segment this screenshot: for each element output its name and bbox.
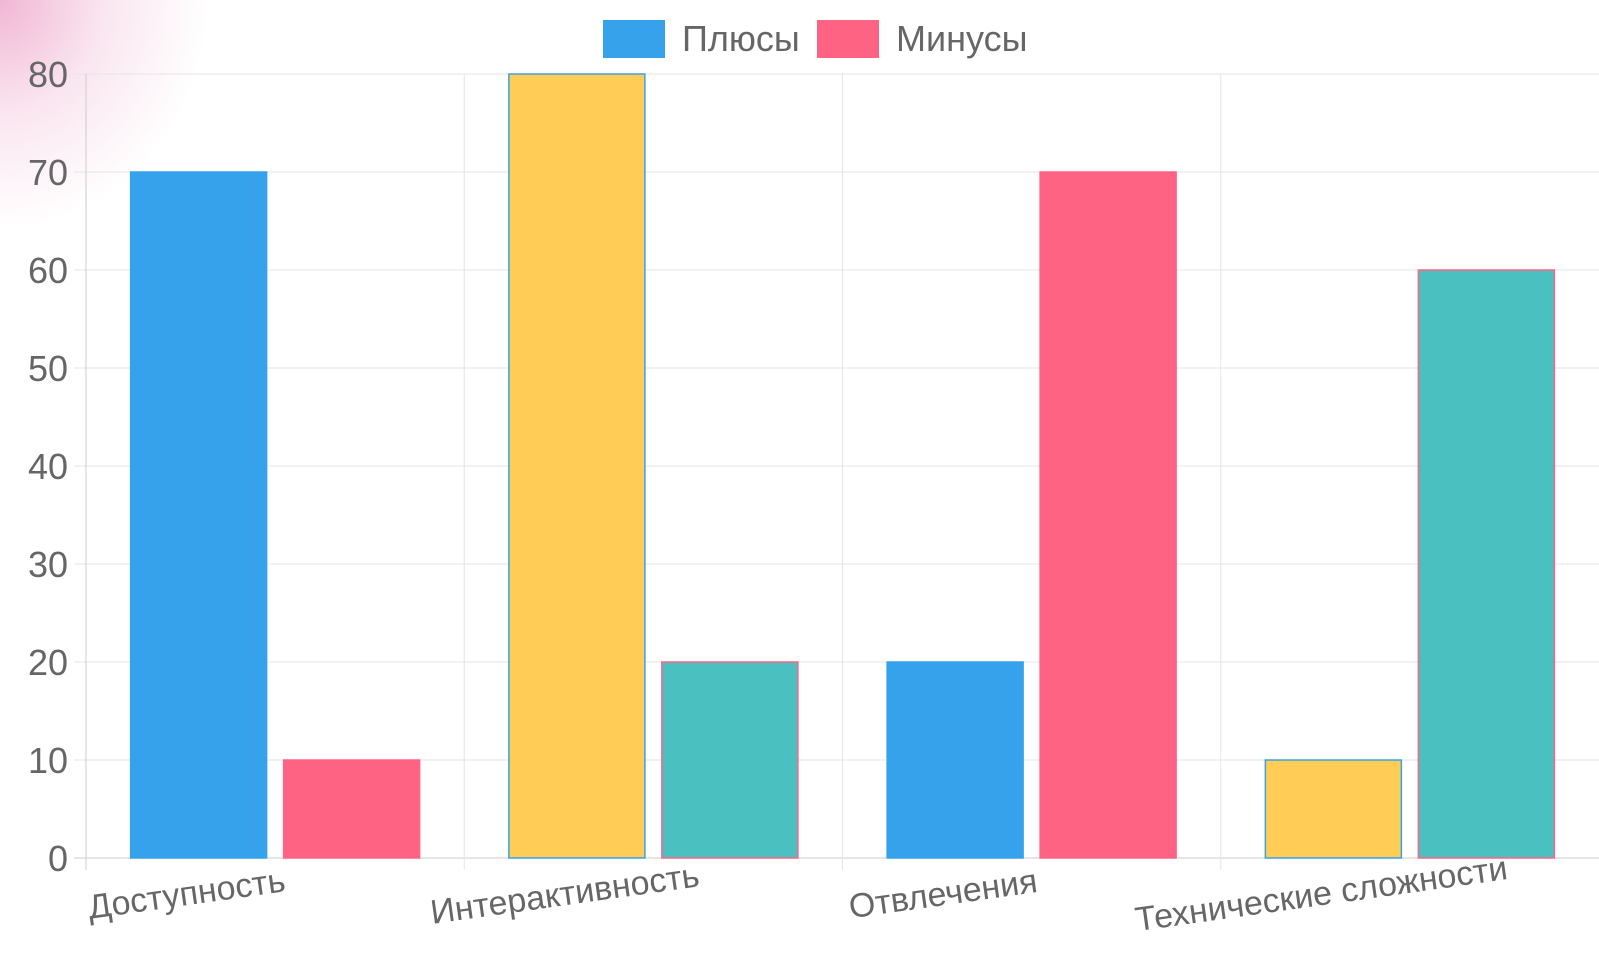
y-tick-label-50: 50 <box>28 348 68 389</box>
y-tick-label-60: 60 <box>28 250 68 291</box>
y-tick-label-30: 30 <box>28 544 68 585</box>
chart-gridlines <box>74 73 1599 870</box>
legend-swatch-series-0[interactable] <box>603 20 665 58</box>
chart-legend: Плюсы Минусы <box>603 18 1027 59</box>
bar-1-series-1[interactable] <box>661 661 799 859</box>
legend-label-series-0[interactable]: Плюсы <box>682 18 800 59</box>
y-tick-label-70: 70 <box>28 152 68 193</box>
legend-label-series-1[interactable]: Минусы <box>896 18 1027 59</box>
y-tick-label-40: 40 <box>28 446 68 487</box>
y-tick-label-10: 10 <box>28 740 68 781</box>
bar-2-series-1[interactable] <box>1039 171 1177 859</box>
y-axis: 0 10 20 30 40 50 60 70 80 <box>28 54 68 879</box>
x-tick-label-0: Доступность <box>86 861 288 926</box>
y-tick-label-20: 20 <box>28 642 68 683</box>
y-tick-label-80: 80 <box>28 54 68 95</box>
legend-swatch-series-1[interactable] <box>817 20 879 58</box>
x-tick-label-3: Технические сложности <box>1133 849 1510 939</box>
x-axis: Доступность Интерактивность Отвлечения Техн… <box>86 849 1510 939</box>
bar-1-series-0[interactable] <box>508 73 646 859</box>
bar-0-series-0[interactable] <box>129 171 268 859</box>
y-tick-label-0: 0 <box>48 838 68 879</box>
bar-3-series-1[interactable] <box>1417 269 1556 859</box>
chart-bars <box>129 73 1556 859</box>
bar-3-series-0[interactable] <box>1264 759 1403 859</box>
bar-0-series-1[interactable] <box>282 759 421 859</box>
x-tick-label-2: Отвлечения <box>847 862 1040 926</box>
x-tick-label-1: Интерактивность <box>428 856 702 931</box>
bar-2-series-0[interactable] <box>886 661 1024 859</box>
